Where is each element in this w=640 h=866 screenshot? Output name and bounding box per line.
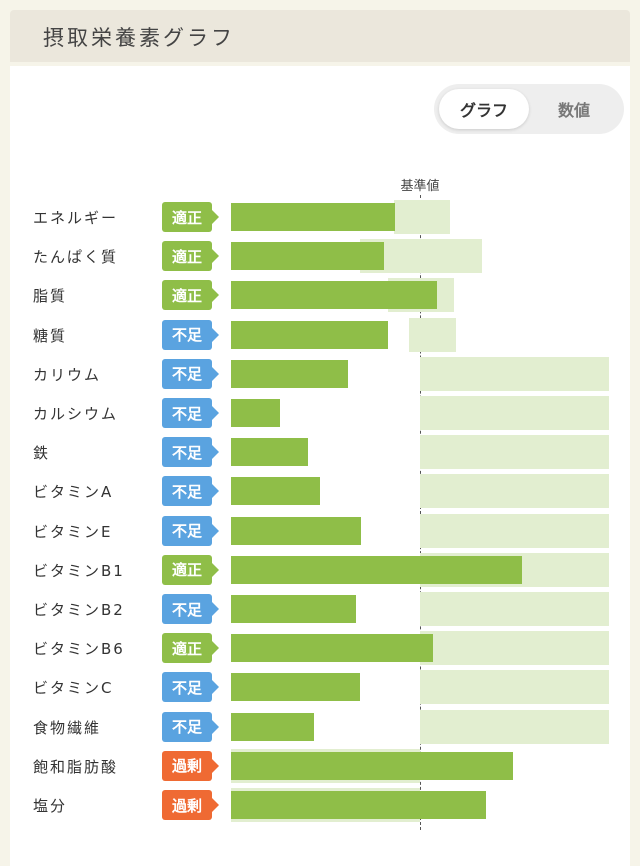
nutrient-row: ビタミンA 不足 [0,474,640,509]
page-title: 摂取栄養素グラフ [43,26,235,50]
intake-bar [231,791,487,819]
nutrient-label: エネルギー [33,209,119,227]
nutrient-label: 糖質 [33,326,68,345]
status-badge: 不足 [162,358,219,389]
status-badge-text: 不足 [171,718,202,737]
nutrient-row: 鉄 不足 [0,435,640,470]
status-badge: 不足 [162,711,219,742]
intake-bar [231,516,362,545]
nutrient-label: たんぱく質 [33,248,119,267]
nutrient-label: ビタミンC [33,679,114,698]
reference-label: 基準値 [400,179,440,194]
nutrient-row: エネルギー 適正 [0,200,640,234]
status-badge-text: 適正 [171,208,202,227]
nutrient-label: 飽和脂肪酸 [33,757,119,776]
status-badge-text: 不足 [171,443,202,462]
intake-bar [231,281,437,310]
nutrient-row: ビタミンB1 適正 [0,552,640,587]
intake-bar [231,399,281,427]
intake-bar [231,751,513,780]
status-badge: 不足 [162,515,219,546]
status-badge: 適正 [162,202,219,232]
target-range [420,709,609,744]
status-badge-text: 不足 [171,600,202,619]
target-range [420,670,609,705]
nutrient-label: ビタミンE [33,522,113,541]
target-range [393,200,451,234]
page-header: 摂取栄養素グラフ [10,10,630,62]
intake-bar [231,242,385,271]
intake-bar [231,320,388,349]
nutrient-row: ビタミンB6 適正 [0,631,640,666]
intake-bar [231,595,356,623]
status-badge-text: 適正 [171,247,202,266]
status-badge-text: 過剰 [171,757,202,776]
intake-bar [231,634,434,663]
nutrient-label: ビタミンA [33,483,114,502]
nutrient-label: 脂質 [33,287,68,306]
nutrient-row: ビタミンE 不足 [0,513,640,548]
nutrient-row: カルシウム 不足 [0,396,640,430]
status-badge-text: 過剰 [171,796,202,815]
nutrient-row: ビタミンC 不足 [0,670,640,705]
nutrient-label: 塩分 [33,797,68,815]
nutrient-row: 飽和脂肪酸 過剰 [0,748,640,783]
nutrient-row: 糖質 不足 [0,317,640,352]
status-badge: 適正 [162,241,219,272]
nutrient-label: カリウム [33,365,102,384]
nutrient-label: カルシウム [33,405,119,423]
intake-bar [231,477,320,506]
target-range [420,592,609,626]
status-badge-text: 不足 [171,482,202,501]
nutrient-row: カリウム 不足 [0,356,640,391]
intake-bar [231,712,315,741]
status-badge: 不足 [162,437,219,468]
status-badge-text: 適正 [171,639,202,658]
nutrient-row: たんぱく質 適正 [0,239,640,274]
status-badge-text: 不足 [171,326,202,345]
nutrient-row: 食物繊維 不足 [0,709,640,744]
status-badge: 適正 [162,280,219,311]
value-tab-button[interactable]: 数値 [557,101,590,120]
status-badge: 過剰 [162,790,219,820]
status-badge: 適正 [162,554,219,585]
status-badge-text: 不足 [171,678,202,697]
nutrient-label: ビタミンB1 [33,561,125,580]
target-range [420,396,609,430]
status-badge: 不足 [162,319,219,350]
nutrient-row: ビタミンB2 不足 [0,592,640,626]
target-range [420,631,609,666]
status-badge: 不足 [162,672,219,703]
status-badge-text: 適正 [171,561,202,580]
nutrient-label: ビタミンB6 [33,640,125,659]
nutrient-row: 塩分 過剰 [0,788,640,822]
target-range [420,356,609,391]
status-badge-text: 不足 [171,404,202,423]
status-badge: 適正 [162,633,219,664]
target-range [420,435,609,470]
status-badge-text: 適正 [171,286,202,305]
status-badge: 不足 [162,476,219,507]
intake-bar [231,673,360,702]
status-badge-text: 不足 [171,365,202,384]
nutrient-label: 鉄 [33,444,51,463]
intake-bar [231,555,523,584]
status-badge: 不足 [162,398,219,428]
nutrient-label: 食物繊維 [33,718,102,737]
target-range [420,513,609,548]
reference-line [420,195,421,830]
status-badge: 過剰 [162,750,219,781]
status-badge: 不足 [162,594,219,624]
intake-bar [231,438,309,467]
view-toggle: グラフ 数値 [434,84,624,134]
nutrient-row: 脂質 適正 [0,278,640,313]
intake-bar [231,359,349,388]
status-badge-text: 不足 [171,522,202,541]
target-range [408,317,456,352]
target-range [420,474,609,509]
intake-bar [231,203,396,231]
nutrient-label: ビタミンB2 [33,601,125,619]
graph-tab-button[interactable]: グラフ [439,89,529,129]
